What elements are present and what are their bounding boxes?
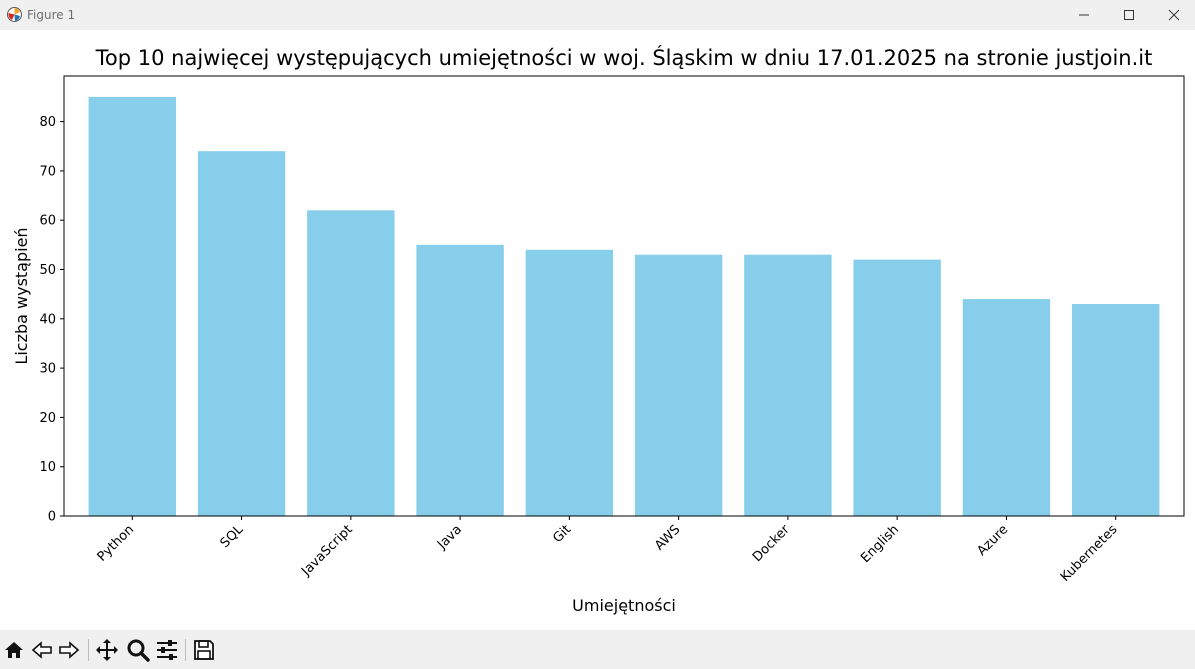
y-tick-label: 30 [39, 362, 56, 377]
plot-frame [63, 75, 1185, 517]
back-icon [31, 641, 52, 659]
x-tick-label: Git [550, 522, 574, 546]
title-bar: Figure 1 [0, 0, 1195, 30]
bar-azure [962, 299, 1051, 516]
bar-python [88, 96, 176, 516]
pan-button[interactable] [95, 638, 119, 662]
save-icon [194, 640, 214, 660]
navigation-toolbar [0, 630, 1195, 669]
figure-canvas[interactable]: Top 10 najwięcej występujących umiejętno… [0, 30, 1195, 630]
bar-sql [197, 151, 286, 516]
close-button[interactable] [1151, 0, 1195, 30]
forward-icon [59, 641, 80, 659]
y-tick-label: 80 [39, 115, 56, 130]
y-tick-label: 20 [39, 411, 56, 426]
y-tick-label: 50 [39, 263, 56, 278]
home-icon [5, 642, 23, 658]
x-tick-label: Java [434, 522, 465, 553]
bar-git [525, 249, 614, 516]
maximize-button[interactable] [1106, 0, 1152, 30]
y-tick-label: 0 [48, 510, 56, 525]
x-tick-label: SQL [218, 522, 247, 551]
x-tick-label: Docker [750, 522, 793, 565]
x-tick-label: Python [95, 522, 137, 564]
minimize-button[interactable] [1061, 0, 1107, 30]
zoom-button[interactable] [126, 638, 150, 662]
y-tick-label: 40 [39, 312, 56, 327]
y-tick-label: 10 [39, 460, 56, 475]
y-axis-label: Liczba wystąpień [12, 227, 31, 364]
chart-title: Top 10 najwięcej występujących umiejętno… [95, 45, 1153, 70]
bar-chart: Top 10 najwięcej występujących umiejętno… [12, 45, 1185, 615]
configure-subplots-icon [157, 640, 177, 660]
bar-docker [744, 254, 832, 516]
bar-javascript [307, 210, 395, 516]
bar-english [853, 259, 941, 516]
zoom-icon [127, 639, 150, 662]
pan-icon [96, 639, 118, 661]
x-tick-label: Kubernetes [1058, 522, 1121, 585]
bar-java [416, 244, 504, 516]
maximize-icon [1124, 10, 1134, 20]
toolbar-separator [185, 639, 186, 661]
y-tick-label: 60 [39, 214, 56, 229]
bar-kubernetes [1072, 304, 1160, 516]
close-icon [1168, 9, 1180, 21]
x-tick-label: JavaScript [298, 522, 355, 579]
toolbar-separator [88, 639, 89, 661]
x-tick-label: AWS [652, 522, 683, 553]
back-button[interactable] [30, 638, 54, 662]
window-title: Figure 1 [27, 8, 76, 22]
x-axis-label: Umiejętności [572, 596, 676, 615]
configure-subplots-button[interactable] [155, 638, 179, 662]
bar-aws [634, 254, 723, 516]
x-tick-label: English [858, 522, 902, 566]
y-tick-label: 70 [39, 164, 56, 179]
forward-button[interactable] [57, 638, 81, 662]
matplotlib-app-icon [7, 7, 22, 22]
minimize-icon [1079, 14, 1089, 16]
x-tick-label: Azure [974, 522, 1011, 559]
save-button[interactable] [192, 638, 216, 662]
home-button[interactable] [2, 638, 26, 662]
